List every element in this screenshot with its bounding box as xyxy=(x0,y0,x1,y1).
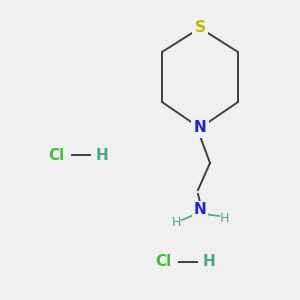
Text: H: H xyxy=(171,215,181,229)
Text: H: H xyxy=(203,254,216,269)
Text: H: H xyxy=(96,148,109,163)
Text: N: N xyxy=(194,121,206,136)
Text: Cl: Cl xyxy=(155,254,171,269)
Text: Cl: Cl xyxy=(48,148,64,163)
Text: H: H xyxy=(219,212,229,224)
Text: S: S xyxy=(194,20,206,35)
Text: N: N xyxy=(194,202,206,217)
